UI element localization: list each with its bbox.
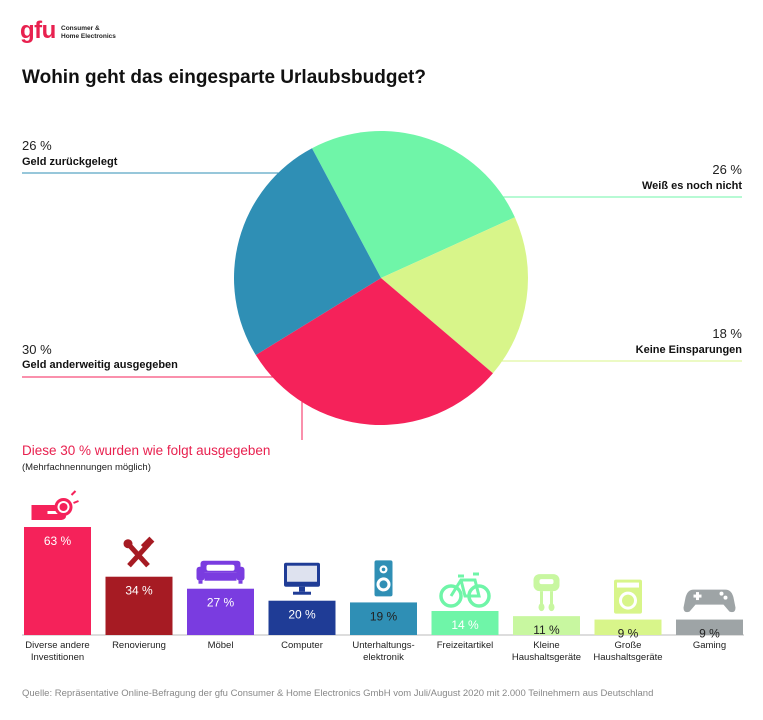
source-note: Quelle: Repräsentative Online-Befragung …	[22, 688, 654, 699]
logo-mark: gfu	[20, 17, 56, 44]
bar-category-label-3-0: Computer	[281, 640, 323, 651]
bar-value-label-4: 19 %	[370, 609, 398, 623]
bar-1	[105, 576, 173, 635]
bar-4	[350, 602, 417, 635]
pie-chart	[22, 131, 742, 440]
bar-category-label-5-0: Freizeitartikel	[437, 640, 494, 651]
speaker-icon	[374, 560, 393, 597]
bar-category-label-0-1: Investitionen	[31, 652, 84, 663]
bar-chart: 63 % 34 % 27 % 20 % 19 % 14 % 11 % 9 % 9 % Diver…	[22, 490, 744, 663]
logo-line-2: Home Electronics	[61, 33, 116, 40]
bar-category-label-8-0: Gaming	[693, 640, 726, 651]
bar-0	[24, 527, 91, 635]
pie-slice-0	[311, 131, 515, 278]
bicycle-icon	[439, 572, 491, 608]
gamepad-icon	[683, 589, 736, 613]
bar-value-label-0: 63 %	[44, 534, 72, 548]
bar-8	[676, 619, 743, 635]
bar-category-label-4-1: elektronik	[363, 652, 404, 663]
bar-category-label-7-0: Große	[615, 640, 642, 651]
page-title: Wohin geht das eingesparte Urlaubsbudget…	[22, 67, 426, 88]
pie-slice-3	[234, 148, 381, 356]
bar-category-label-0-0: Diverse andere	[25, 640, 89, 651]
sofa-icon	[196, 560, 245, 584]
bar-2	[187, 588, 254, 635]
pie-pct-weiss-nicht: 26 %	[712, 162, 742, 177]
bar-category-label-2-0: Möbel	[208, 640, 234, 651]
pie-pct-zurueckgelegt: 26 %	[22, 138, 52, 153]
hand-coin-icon	[31, 490, 79, 520]
bar-value-label-7: 9 %	[618, 627, 639, 641]
pie-label-weiss-nicht: Weiß es noch nicht	[641, 180, 742, 192]
bar-category-label-7-1: Haushaltsgeräte	[593, 652, 662, 663]
logo-line-1: Consumer &	[61, 25, 100, 32]
mixer-icon	[533, 574, 560, 612]
pie-label-keine: Keine Einsparungen	[635, 344, 742, 356]
monitor-icon	[284, 562, 320, 595]
bar-chart-subtitle: Diese 30 % wurden wie folgt ausgegeben	[22, 443, 271, 458]
bar-value-label-5: 14 %	[451, 618, 479, 632]
pie-slice-1	[381, 217, 529, 374]
bar-value-label-3: 20 %	[288, 608, 316, 622]
bar-value-label-1: 34 %	[125, 584, 153, 598]
bar-chart-note: (Mehrfachnennungen möglich)	[22, 462, 151, 473]
washing-machine-icon	[614, 579, 642, 614]
pie-slice-2	[255, 278, 493, 425]
pie-pct-keine: 18 %	[712, 326, 742, 341]
bar-3	[268, 600, 336, 635]
logo-text: Consumer & Home Electronics	[61, 25, 116, 41]
bar-7	[594, 619, 662, 635]
bar-5	[431, 611, 499, 635]
bar-category-label-6-1: Haushaltsgeräte	[512, 652, 581, 663]
bar-category-label-6-0: Kleine	[533, 640, 559, 651]
pie-label-anderweitig: Geld anderweitig ausgegeben	[22, 359, 178, 371]
bar-value-label-8: 9 %	[699, 627, 720, 641]
bar-value-label-2: 27 %	[207, 596, 235, 610]
bar-value-label-6: 11 %	[533, 623, 560, 637]
bar-category-label-4-0: Unterhaltungs-	[352, 640, 414, 651]
tools-icon	[123, 536, 155, 568]
pie-label-zurueckgelegt: Geld zurückgelegt	[22, 156, 118, 168]
pie-pct-anderweitig: 30 %	[22, 342, 52, 357]
bar-6	[513, 616, 580, 635]
bar-category-label-1-0: Renovierung	[112, 640, 166, 651]
